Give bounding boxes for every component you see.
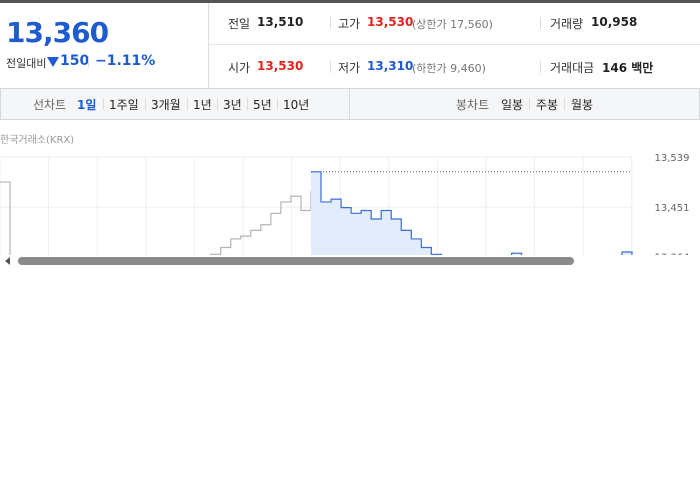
stat-label: 고가 xyxy=(338,17,361,31)
change: 150 xyxy=(60,53,90,69)
scroll-thumb xyxy=(18,257,574,265)
tab[interactable]: 1주일 xyxy=(109,98,139,112)
scroll-arrow xyxy=(5,257,10,265)
divider xyxy=(208,3,209,88)
line xyxy=(0,181,312,258)
stat-value: 13,510 xyxy=(257,15,304,29)
stat-label: 거래대금 xyxy=(550,61,595,75)
tab[interactable]: 3년 xyxy=(223,98,242,112)
stat-value: 146 백만 xyxy=(602,61,654,75)
tab[interactable]: 1일 xyxy=(77,98,97,112)
down-arrow xyxy=(47,57,59,67)
change-pct: −1.11% xyxy=(95,53,156,69)
tab[interactable]: 10년 xyxy=(283,98,310,112)
tab[interactable]: 주봉 xyxy=(536,98,559,112)
separator xyxy=(529,98,530,110)
stat-value: 10,958 xyxy=(591,15,638,29)
stat-note: (하한가 9,460) xyxy=(412,62,486,75)
y-tick-label: 13,539 xyxy=(655,153,690,164)
price: 13,360 xyxy=(6,16,109,49)
tab-group-label: 선차트 xyxy=(33,98,67,112)
stat-value: 13,310 xyxy=(367,59,414,73)
plot xyxy=(0,156,633,258)
separator xyxy=(102,98,104,110)
tab[interactable]: 일봉 xyxy=(501,98,524,112)
stat-label: 전일 xyxy=(228,17,251,31)
stat-value: 13,530 xyxy=(257,59,304,73)
stat-value: 13,530 xyxy=(367,15,414,29)
tab[interactable]: 3개월 xyxy=(151,98,181,112)
separator xyxy=(186,98,188,110)
tab[interactable]: 월봉 xyxy=(571,98,594,112)
divider xyxy=(209,44,700,45)
stat-label: 저가 xyxy=(338,61,361,75)
area xyxy=(310,171,632,258)
separator xyxy=(144,98,146,110)
y-tick-label: 13,451 xyxy=(655,203,690,214)
tab-bar xyxy=(0,88,700,120)
stat-label: 거래량 xyxy=(550,17,584,31)
top-border xyxy=(0,0,700,3)
separator xyxy=(216,98,218,110)
tab-group-label: 봉차트 xyxy=(456,98,490,112)
separator xyxy=(564,98,565,110)
stat-label: 시가 xyxy=(228,61,251,75)
change-label: 전일대비 xyxy=(6,57,47,70)
stat-note: (상한가 17,560) xyxy=(412,18,493,31)
separator xyxy=(276,98,278,110)
separator xyxy=(246,98,248,110)
tab[interactable]: 1년 xyxy=(193,98,212,112)
divider xyxy=(349,89,350,119)
chart-source: 한국거래소(KRX) xyxy=(0,135,75,146)
tab[interactable]: 5년 xyxy=(253,98,272,112)
